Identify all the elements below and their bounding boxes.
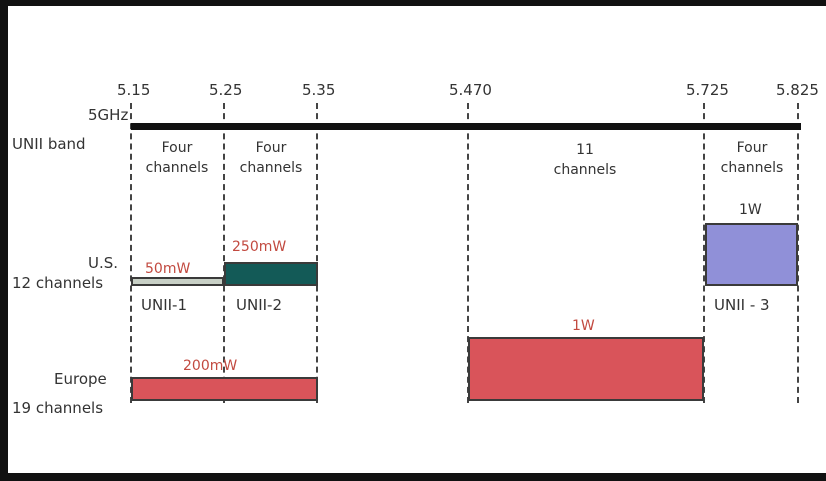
frame-top-border — [0, 0, 826, 6]
band-label-unii2: UNII-2 — [236, 296, 283, 314]
freq-label-5-25: 5.25 — [209, 81, 243, 99]
boundary-line-5-15 — [130, 103, 132, 403]
channel-group-count: 11 — [576, 142, 594, 158]
row-label-5ghz: 5GHz — [88, 106, 129, 124]
freq-label-5-825: 5.825 — [776, 81, 819, 99]
channel-group-count: Four — [736, 140, 768, 156]
power-label-europe-high: 1W — [572, 318, 595, 334]
boundary-line-5-25 — [223, 103, 225, 403]
freq-label-5-15: 5.15 — [117, 81, 151, 99]
europe-high-bar — [468, 337, 704, 401]
channel-group-unit: channels — [720, 160, 784, 176]
boundary-line-5-725 — [703, 103, 705, 403]
channel-group-middle: 11 channels — [540, 140, 630, 180]
us-unii2-bar — [224, 262, 318, 286]
row-label-europe-channels: 19 channels — [12, 399, 104, 417]
freq-label-5-725: 5.725 — [686, 81, 729, 99]
power-label-europe-low: 200mW — [183, 358, 238, 374]
channel-group-unit: channels — [239, 160, 303, 176]
us-unii3-bar — [705, 223, 798, 286]
channel-group-unii3: Four channels — [706, 138, 798, 178]
band-label-unii3: UNII - 3 — [714, 296, 770, 314]
channel-group-unii2: Four channels — [226, 138, 316, 178]
row-label-unii-band: UNII band — [12, 135, 86, 153]
freq-label-5-35: 5.35 — [302, 81, 336, 99]
europe-low-bar — [131, 377, 318, 401]
row-label-europe: Europe — [54, 370, 107, 388]
boundary-line-5-825 — [797, 103, 799, 403]
channel-group-unii1: Four channels — [132, 138, 222, 178]
channel-group-count: Four — [255, 140, 287, 156]
freq-label-5-470: 5.470 — [449, 81, 492, 99]
band-label-unii1: UNII-1 — [141, 296, 188, 314]
channel-group-unit: channels — [145, 160, 209, 176]
band-spectrum-line — [131, 123, 801, 130]
boundary-line-5-35 — [316, 103, 318, 403]
power-label-us-unii2: 250mW — [232, 239, 287, 255]
power-label-us-unii3: 1W — [739, 202, 762, 218]
channel-group-count: Four — [161, 140, 193, 156]
boundary-line-5-470 — [467, 103, 469, 403]
row-label-us-channels: 12 channels — [12, 274, 104, 292]
power-label-us-unii1: 50mW — [145, 261, 191, 277]
row-label-us: U.S. — [88, 254, 119, 272]
us-unii1-bar — [131, 277, 224, 286]
channel-group-unit: channels — [553, 162, 617, 178]
